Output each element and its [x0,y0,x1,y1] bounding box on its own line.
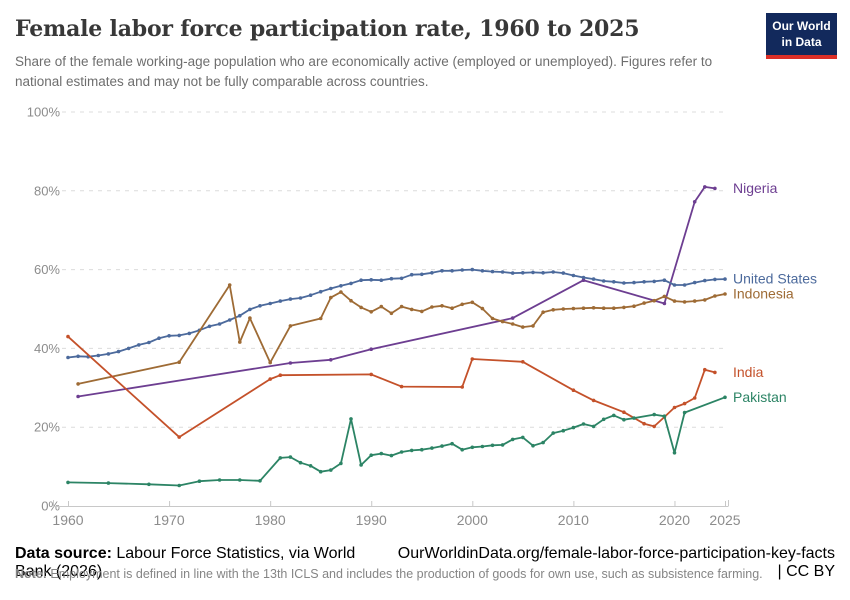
x-tick-label-2000: 2000 [457,512,488,528]
y-tick-label-40: 40% [34,341,60,356]
series-label-indonesia[interactable]: Indonesia [733,286,794,302]
y-tick-label-20: 20% [34,420,60,435]
series-label-india[interactable]: India [733,364,764,380]
owid-logo-line1: Our World [772,19,831,33]
x-tick-label-1990: 1990 [356,512,387,528]
footer-sources-row: Data source: Labour Force Statistics, vi… [15,545,835,581]
data-source: Data source: Labour Force Statistics, vi… [15,545,395,581]
footer-note-row: Note: Employment is defined in line with… [15,567,835,581]
data-source-text: Labour Force Statistics, via World Bank … [15,545,356,580]
page-title: Female labor force participation rate, 1… [15,16,640,42]
series-markers-pakistan [66,395,727,488]
x-tick-label-1970: 1970 [153,512,184,528]
x-tick-label-2025: 2025 [709,512,740,528]
series-line-pakistan[interactable] [67,396,726,487]
x-tick-label-1960: 1960 [52,512,83,528]
x-tick-label-2010: 2010 [558,512,589,528]
series-line-india[interactable] [67,335,716,439]
series-markers-india [66,334,717,439]
note-label: Note: [15,567,47,581]
y-tick-label-80: 80% [34,183,60,198]
chart-subtitle: Share of the female working-age populati… [15,54,713,90]
y-tick-label-60: 60% [34,262,60,277]
x-tick-label-2020: 2020 [659,512,690,528]
series-markers-nigeria [76,185,717,399]
series-label-united-states[interactable]: United States [733,271,817,287]
note-text: Employment is defined in line with the 1… [46,567,763,581]
series-label-nigeria[interactable]: Nigeria [733,180,778,196]
owid-logo-line2: in Data [781,34,822,49]
data-source-label: Data source: [15,545,112,562]
series-line-indonesia[interactable] [77,284,726,385]
series-markers-united-states [66,267,727,360]
owid-logo: Our World in Data [766,13,837,60]
y-tick-label-100: 100% [27,105,61,120]
series-markers-indonesia [76,283,727,386]
series-line-nigeria[interactable] [77,185,716,398]
y-tick-label-0: 0% [41,499,60,514]
canonical-url: OurWorldinData.org/female-labor-force-pa… [397,545,835,580]
series-label-pakistan[interactable]: Pakistan [733,389,787,405]
x-tick-label-1980: 1980 [255,512,286,528]
